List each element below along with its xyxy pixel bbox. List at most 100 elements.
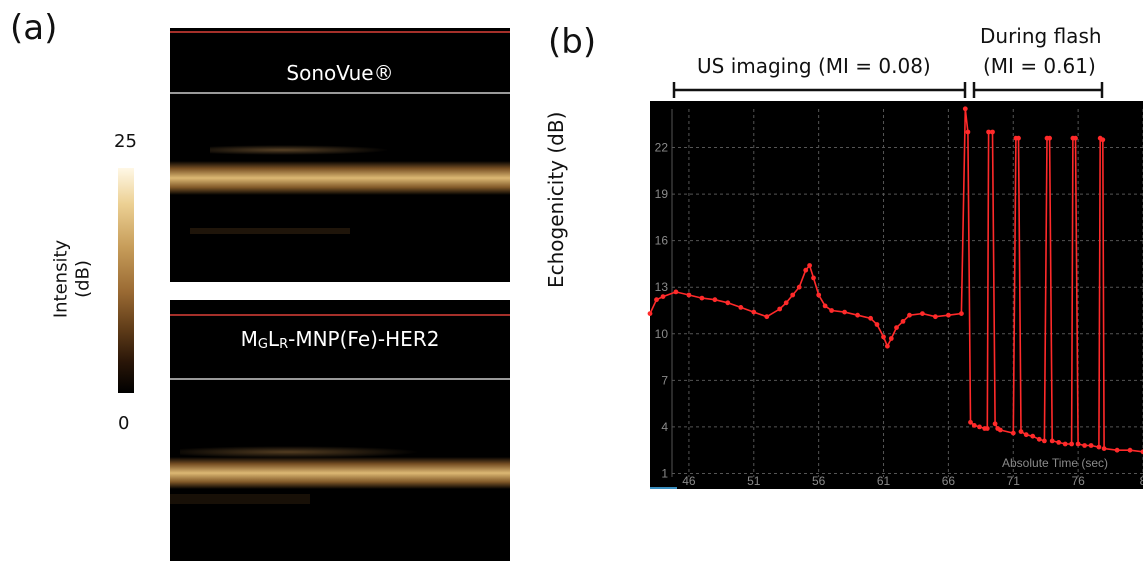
x-tick-label: 51 <box>747 474 761 488</box>
data-point <box>712 297 718 303</box>
y-tick-label: 19 <box>655 187 669 201</box>
header-line-red <box>170 314 510 316</box>
data-point <box>1056 440 1062 445</box>
data-point <box>1088 443 1094 448</box>
data-point <box>764 314 770 320</box>
annotation-during-flash-line1: During flash <box>980 24 1102 48</box>
data-point <box>673 289 679 295</box>
data-point <box>894 325 899 330</box>
data-point <box>660 294 666 299</box>
data-point <box>1096 444 1102 450</box>
panel-b-label: (b) <box>548 22 597 62</box>
data-point <box>977 424 982 430</box>
data-point <box>885 343 890 349</box>
x-tick-label: 66 <box>942 474 956 488</box>
faint-echo-band <box>190 228 350 234</box>
data-point <box>1023 432 1029 438</box>
ultrasound-image-top: SonoVue® <box>170 28 510 282</box>
x-tick-label: 56 <box>812 474 826 488</box>
data-point <box>1069 441 1074 447</box>
data-point <box>1018 429 1024 434</box>
echo-band-top <box>170 161 510 195</box>
bracket-us-imaging <box>672 82 967 98</box>
plot-frame <box>650 101 1143 489</box>
data-point <box>725 300 731 306</box>
data-point <box>811 275 816 281</box>
x-tick-label: 71 <box>1007 474 1021 488</box>
data-point <box>1042 438 1047 444</box>
data-point <box>1114 447 1120 453</box>
grid <box>671 109 1143 477</box>
faint-echo-band <box>180 446 420 458</box>
data-point <box>907 312 912 318</box>
data-point <box>738 305 744 310</box>
image-bottom-title-text: MGLR-MNP(Fe)-HER2 <box>240 327 440 352</box>
data-point <box>829 308 834 313</box>
y-tick-label: 1 <box>661 466 668 480</box>
faint-echo-band <box>170 494 310 504</box>
data-point <box>1016 135 1021 141</box>
image-top-title: SonoVue® <box>286 61 394 85</box>
x-tick-label: 76 <box>1071 474 1085 488</box>
data-point <box>1047 135 1052 141</box>
header-line-gray <box>170 92 510 94</box>
header-line-red <box>170 31 510 33</box>
y-tick-label: 16 <box>655 234 669 248</box>
data-point <box>699 295 705 301</box>
data-point <box>1036 436 1042 442</box>
tick-labels: 4651566166717681471013161922 <box>655 141 1143 488</box>
data-point <box>1140 449 1143 455</box>
data-point <box>1049 438 1055 444</box>
data-point <box>990 129 995 135</box>
data-point <box>874 322 880 327</box>
data-point <box>986 129 991 135</box>
data-point <box>1082 443 1087 448</box>
bracket-during-flash <box>972 82 1104 98</box>
data-point <box>965 129 971 135</box>
data-point <box>1101 446 1107 451</box>
x-tick-label: 8 <box>1140 474 1143 488</box>
ultrasound-image-bottom: MGLR-MNP(Fe)-HER2 <box>170 300 510 561</box>
colorbar-min-label: 0 <box>118 413 130 434</box>
data-point <box>1010 430 1016 436</box>
header-line-gray <box>170 378 510 380</box>
data-point <box>888 336 894 341</box>
series-echogenicity <box>647 106 1143 455</box>
data-point <box>971 423 977 428</box>
data-point <box>959 311 964 316</box>
data-point <box>968 419 973 425</box>
y-tick-label: 13 <box>655 280 669 294</box>
colorbar-max-label: 25 <box>114 131 137 152</box>
y-tick-label: 7 <box>661 373 668 387</box>
data-point <box>1030 433 1036 439</box>
y-tick-label: 4 <box>661 420 668 434</box>
data-point <box>1062 441 1068 447</box>
data-point <box>686 292 692 298</box>
data-point <box>997 427 1003 433</box>
x-axis-inplot-label: Absolute Time (sec) <box>1002 456 1108 470</box>
data-point <box>881 334 886 340</box>
data-point <box>822 303 828 309</box>
data-point <box>654 297 659 303</box>
data-point <box>803 267 809 273</box>
faint-echo-band <box>210 145 390 155</box>
data-point <box>900 319 906 324</box>
data-point <box>751 309 757 315</box>
y-tick-label: 22 <box>655 141 669 155</box>
data-point <box>933 314 938 320</box>
data-point <box>920 311 925 316</box>
data-point <box>868 315 873 321</box>
data-point <box>1127 447 1133 453</box>
panel-a-label: (a) <box>10 8 58 48</box>
data-point <box>962 106 968 112</box>
data-point <box>946 312 951 318</box>
echo-band-bottom <box>170 457 510 489</box>
data-point <box>984 426 990 431</box>
data-point <box>1073 135 1078 141</box>
colorbar <box>118 168 134 393</box>
x-tick-label: 46 <box>682 474 696 488</box>
data-point <box>807 263 812 268</box>
y-tick-label: 10 <box>655 327 669 341</box>
